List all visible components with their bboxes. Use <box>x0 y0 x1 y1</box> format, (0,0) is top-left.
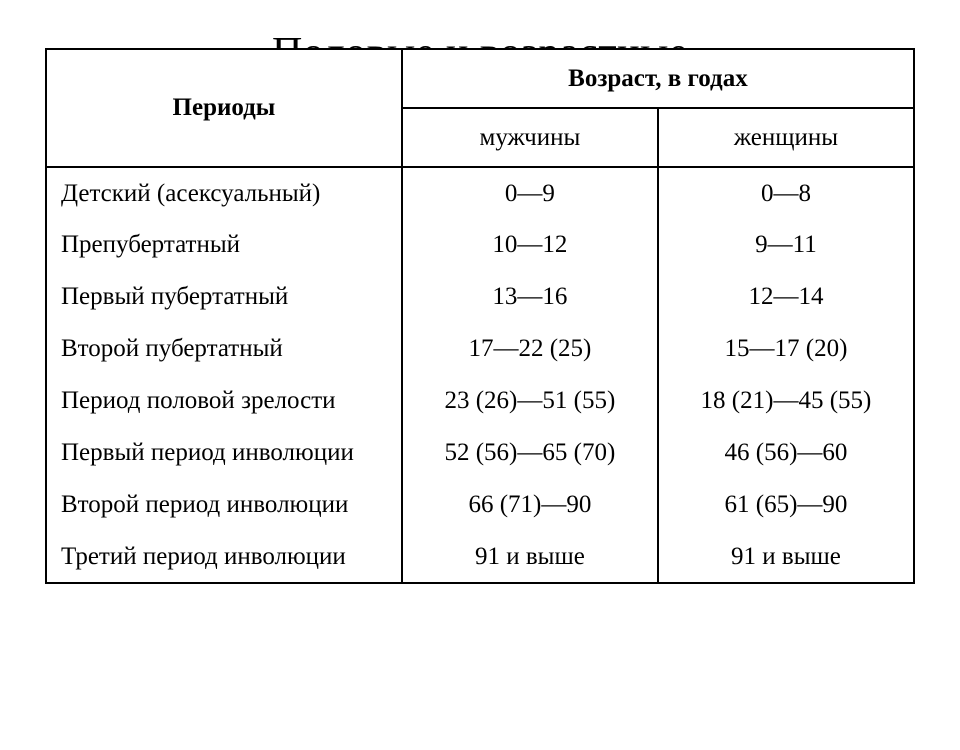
cell-period-label: Третий период инволюции <box>46 531 402 583</box>
cell-female-value: 9—11 <box>658 219 914 271</box>
cell-male-value: 23 (26)—51 (55) <box>402 375 658 427</box>
col-header-male: мужчины <box>402 108 658 167</box>
cell-male-value: 17—22 (25) <box>402 323 658 375</box>
table-row: Второй период инволюции 66 (71)—90 61 (6… <box>46 479 914 531</box>
table-container: Периоды Возраст, в годах мужчины женщины… <box>45 48 915 584</box>
col-header-age: Возраст, в годах <box>402 49 914 108</box>
cell-female-value: 18 (21)—45 (55) <box>658 375 914 427</box>
table-row: Препубертатный 10—12 9—11 <box>46 219 914 271</box>
table-row: Первый период инволюции 52 (56)—65 (70) … <box>46 427 914 479</box>
cell-female-value: 15—17 (20) <box>658 323 914 375</box>
table-row: Детский (асексуальный) 0—9 0—8 <box>46 167 914 219</box>
table-row: Первый пубертатный 13—16 12—14 <box>46 271 914 323</box>
cell-period-label: Период половой зрелости <box>46 375 402 427</box>
table-row: Второй пубертатный 17—22 (25) 15—17 (20) <box>46 323 914 375</box>
col-header-periods: Периоды <box>46 49 402 167</box>
table-row: Период половой зрелости 23 (26)—51 (55) … <box>46 375 914 427</box>
cell-male-value: 10—12 <box>402 219 658 271</box>
cell-period-label: Первый период инволюции <box>46 427 402 479</box>
cell-period-label: Первый пубертатный <box>46 271 402 323</box>
table-row: Третий период инволюции 91 и выше 91 и в… <box>46 531 914 583</box>
cell-female-value: 12—14 <box>658 271 914 323</box>
cell-male-value: 52 (56)—65 (70) <box>402 427 658 479</box>
cell-female-value: 0—8 <box>658 167 914 219</box>
cell-male-value: 13—16 <box>402 271 658 323</box>
cell-period-label: Препубертатный <box>46 219 402 271</box>
cell-female-value: 61 (65)—90 <box>658 479 914 531</box>
cell-period-label: Второй период инволюции <box>46 479 402 531</box>
age-periods-table: Периоды Возраст, в годах мужчины женщины… <box>45 48 915 584</box>
col-header-female: женщины <box>658 108 914 167</box>
cell-male-value: 0—9 <box>402 167 658 219</box>
cell-male-value: 66 (71)—90 <box>402 479 658 531</box>
cell-male-value: 91 и выше <box>402 531 658 583</box>
cell-female-value: 91 и выше <box>658 531 914 583</box>
cell-period-label: Второй пубертатный <box>46 323 402 375</box>
cell-female-value: 46 (56)—60 <box>658 427 914 479</box>
cell-period-label: Детский (асексуальный) <box>46 167 402 219</box>
